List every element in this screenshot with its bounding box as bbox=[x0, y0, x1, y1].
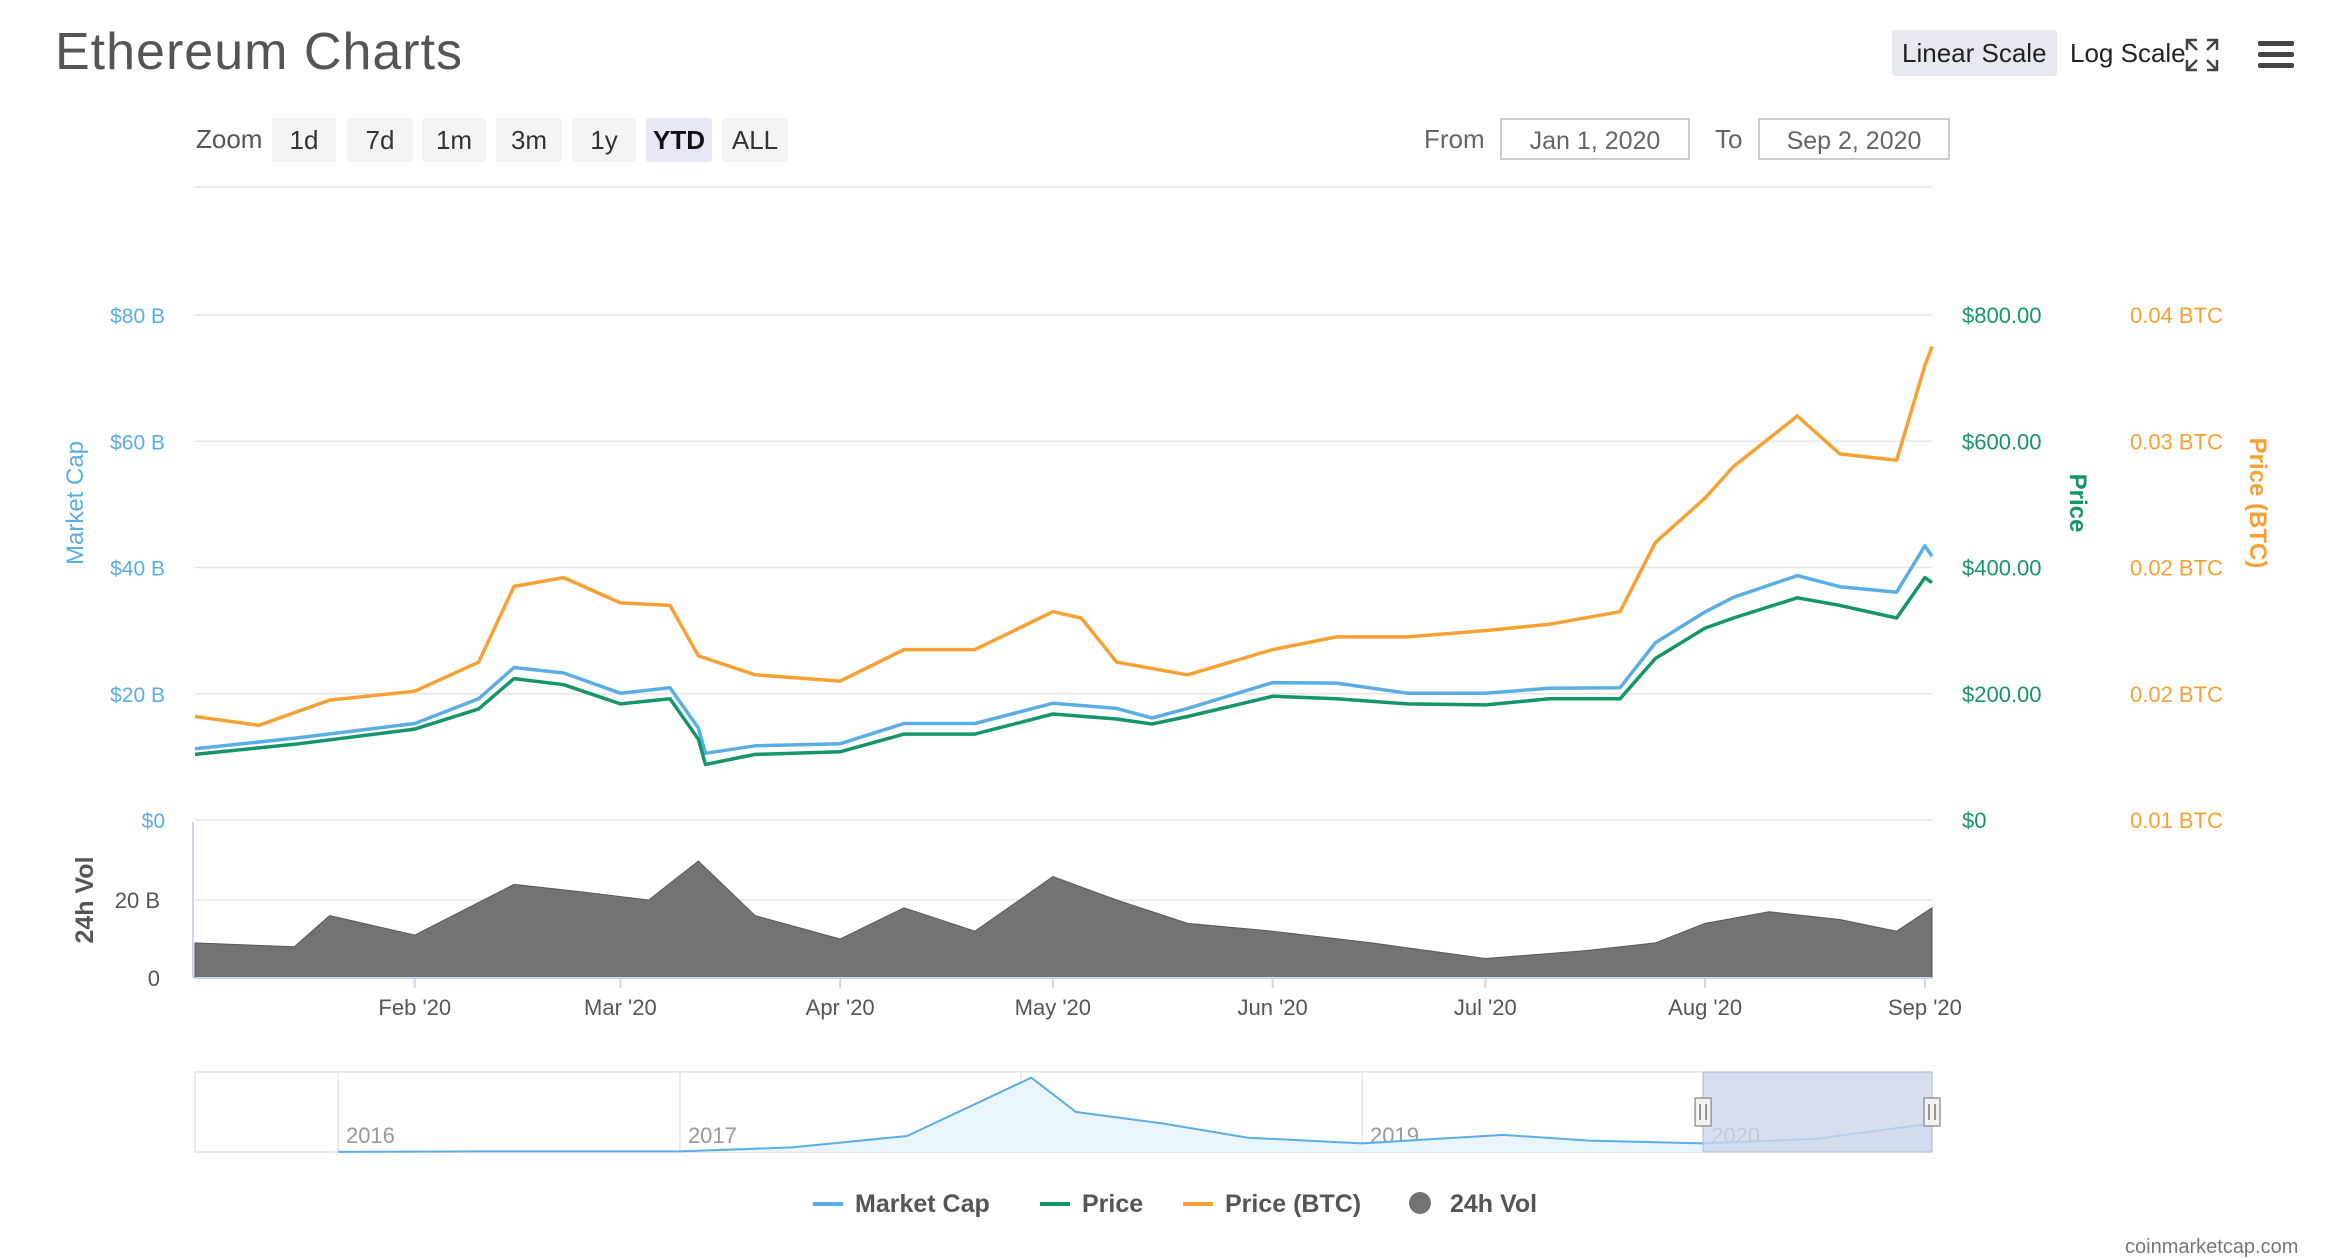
navigator-tick-label: 2017 bbox=[688, 1123, 737, 1148]
price-btc-line[interactable] bbox=[194, 345, 1934, 728]
price-tick-label: $200.00 bbox=[1962, 682, 2042, 707]
price-axis-title: Price bbox=[2064, 474, 2091, 533]
price-btc-tick-label: 0.01 BTC bbox=[2130, 808, 2223, 833]
price-line[interactable] bbox=[194, 575, 1934, 767]
x-tick-label: Apr '20 bbox=[806, 995, 875, 1020]
price-btc-tick-label: 0.04 BTC bbox=[2130, 303, 2223, 328]
fullscreen-icon[interactable] bbox=[2185, 38, 2219, 72]
x-tick-label: Jul '20 bbox=[1454, 995, 1517, 1020]
legend-item[interactable]: Price bbox=[1082, 1190, 1143, 1218]
price-btc-tick-label: 0.03 BTC bbox=[2130, 429, 2223, 454]
legend-swatch bbox=[1409, 1192, 1431, 1214]
log-scale-button[interactable]: Log Scale bbox=[2070, 38, 2186, 68]
credit-link[interactable]: coinmarketcap.com bbox=[2125, 1236, 2299, 1258]
legend-item[interactable]: 24h Vol bbox=[1450, 1190, 1537, 1218]
x-tick-label: Sep '20 bbox=[1888, 995, 1962, 1020]
legend-item[interactable]: Price (BTC) bbox=[1225, 1190, 1361, 1218]
zoom-1m-button[interactable]: 1m bbox=[422, 118, 486, 162]
zoom-1d-button[interactable]: 1d bbox=[272, 118, 336, 162]
navigator-tick-label: 2016 bbox=[346, 1123, 395, 1148]
zoom-all-button[interactable]: ALL bbox=[722, 118, 788, 162]
x-tick-label: Jun '20 bbox=[1238, 995, 1308, 1020]
price-tick-label: $400.00 bbox=[1962, 556, 2042, 581]
from-label: From bbox=[1424, 124, 1485, 154]
market-cap-tick-label: $60 B bbox=[110, 431, 165, 454]
volume-tick-label: 20 B bbox=[115, 888, 160, 913]
legend-item[interactable]: Market Cap bbox=[855, 1190, 990, 1218]
zoom-ytd-button[interactable]: YTD bbox=[646, 118, 712, 162]
navigator-line bbox=[337, 1076, 1933, 1153]
navigator-left-handle[interactable] bbox=[1694, 1097, 1712, 1127]
x-tick-label: Mar '20 bbox=[584, 995, 657, 1020]
x-tick-label: Feb '20 bbox=[378, 995, 451, 1020]
navigator-selection[interactable] bbox=[1702, 1071, 1933, 1153]
x-tick-label: Aug '20 bbox=[1668, 995, 1742, 1020]
navigator-area bbox=[337, 1077, 1932, 1152]
zoom-7d-button[interactable]: 7d bbox=[347, 118, 413, 162]
to-label: To bbox=[1715, 124, 1743, 154]
from-date-input[interactable]: Jan 1, 2020 bbox=[1500, 118, 1690, 160]
menu-icon[interactable] bbox=[2256, 38, 2296, 72]
navigator-right-handle[interactable] bbox=[1923, 1097, 1941, 1127]
price-btc-tick-label: 0.02 BTC bbox=[2130, 682, 2223, 707]
price-btc-axis-title: Price (BTC) bbox=[2244, 438, 2271, 569]
market-cap-line[interactable] bbox=[194, 544, 1934, 756]
volume-area[interactable] bbox=[194, 860, 1933, 979]
linear-scale-button[interactable]: Linear Scale bbox=[1892, 30, 2057, 76]
to-date-input[interactable]: Sep 2, 2020 bbox=[1758, 118, 1950, 160]
volume-tick-label: 0 bbox=[148, 966, 160, 991]
price-tick-label: $0 bbox=[1962, 808, 1986, 833]
price-tick-label: $600.00 bbox=[1962, 429, 2042, 454]
market-cap-tick-label: $20 B bbox=[110, 684, 165, 707]
market-cap-axis-title: Market Cap bbox=[62, 441, 89, 565]
volume-axis-title: 24h Vol bbox=[71, 856, 99, 943]
market-cap-tick-label: $0 bbox=[142, 810, 165, 833]
market-cap-tick-label: $80 B bbox=[110, 305, 165, 328]
x-tick-label: May '20 bbox=[1015, 995, 1091, 1020]
zoom-1y-button[interactable]: 1y bbox=[572, 118, 636, 162]
market-cap-tick-label: $40 B bbox=[110, 558, 165, 581]
price-btc-tick-label: 0.02 BTC bbox=[2130, 556, 2223, 581]
zoom-label: Zoom bbox=[196, 124, 263, 154]
page-title: Ethereum Charts bbox=[55, 23, 464, 81]
zoom-3m-button[interactable]: 3m bbox=[496, 118, 562, 162]
price-tick-label: $800.00 bbox=[1962, 303, 2042, 328]
